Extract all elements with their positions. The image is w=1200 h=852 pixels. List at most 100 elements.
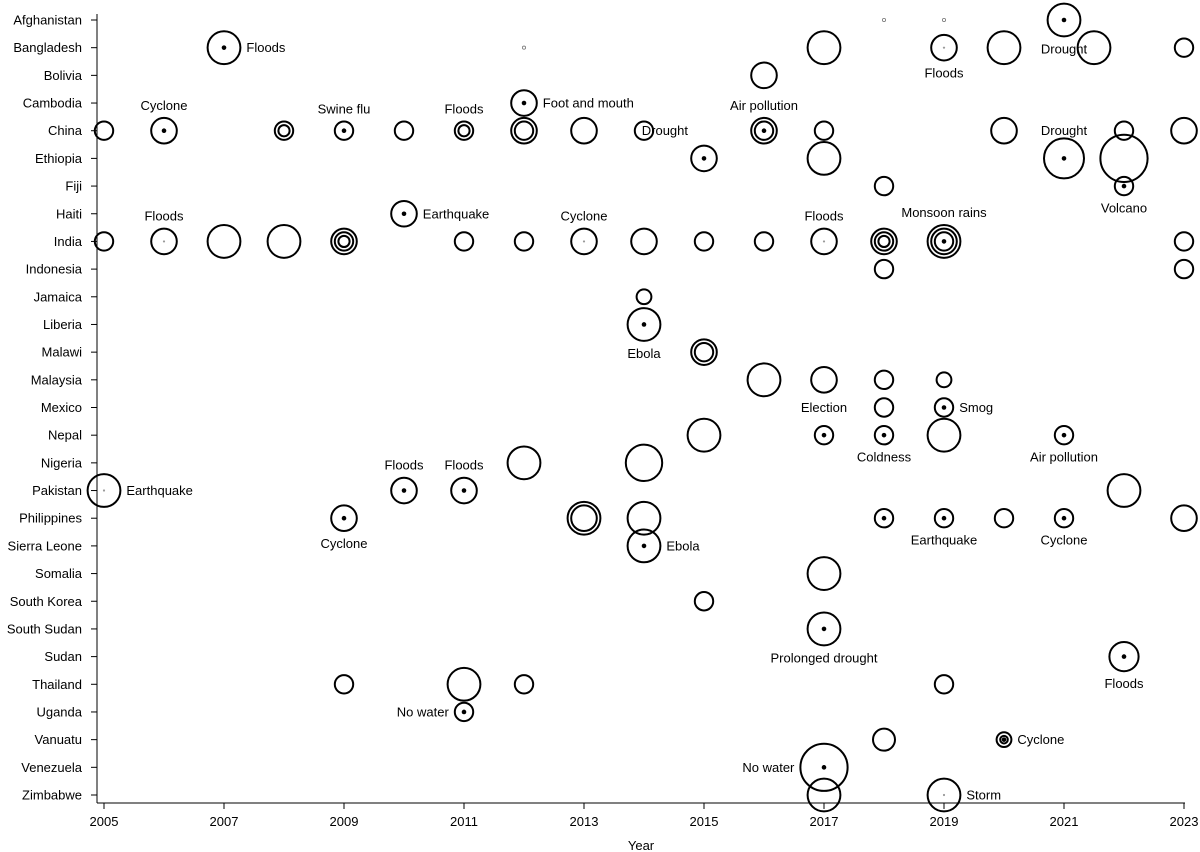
bubble-ring	[1113, 120, 1135, 141]
bubble-ring	[810, 227, 838, 256]
y-tick-label: Nepal	[48, 428, 82, 443]
x-tick-label: 2005	[90, 814, 119, 829]
bubble-ring	[750, 61, 778, 90]
bubble-point	[393, 120, 415, 141]
bubble-point	[806, 140, 842, 176]
bubble-center-dot	[461, 488, 467, 493]
bubble-point	[1113, 175, 1135, 197]
bubble-ring	[686, 417, 722, 453]
annotation-label: Earthquake	[126, 483, 192, 498]
bubble-ring	[1113, 175, 1135, 197]
bubble-ring	[806, 30, 842, 66]
y-tick-label: Bolivia	[44, 68, 83, 83]
bubble-ring	[630, 227, 658, 256]
bubble-ring	[206, 224, 242, 259]
y-tick-label: Malaysia	[31, 372, 83, 387]
bubble-point	[1108, 641, 1140, 673]
bubble-point	[806, 556, 842, 591]
bubble-center-dot	[942, 793, 946, 797]
bubble-point	[624, 443, 664, 483]
bubble-center-dot	[521, 100, 527, 106]
bubble-ring	[1099, 133, 1149, 183]
annotation-label: Foot and mouth	[543, 96, 634, 111]
axes: Afghanistan Bangladesh Bolivia Cambodia Chin…	[7, 13, 1199, 830]
annotation-label: Floods	[804, 209, 844, 224]
bubble-center-dot	[641, 322, 647, 327]
bubble-ring	[753, 231, 775, 252]
y-tick-label: Fiji	[65, 179, 82, 194]
bubble-ring	[1170, 504, 1198, 533]
bubble-ring	[1170, 116, 1198, 145]
bubble-point	[870, 227, 898, 256]
bubble-point	[813, 424, 835, 446]
bubble-ring	[873, 397, 895, 418]
bubble-point	[626, 307, 662, 342]
bubble-ring	[1053, 424, 1075, 446]
bubble-ring	[453, 231, 475, 252]
bubble-ring	[690, 144, 718, 173]
bubble-ring	[926, 777, 962, 813]
bubble-point	[330, 227, 358, 256]
annotation-label: Cyclone	[141, 98, 188, 113]
bubble-ring	[1043, 137, 1085, 180]
bubble-ring	[333, 120, 355, 141]
y-tick-label: Jamaica	[34, 289, 83, 304]
bubble-point	[86, 473, 122, 508]
y-tick-label: Vanuatu	[35, 732, 82, 747]
annotation-label: Floods	[144, 209, 184, 224]
bubble-ring	[750, 116, 778, 145]
bubble-ring	[1046, 2, 1082, 38]
bubble-ring	[870, 227, 898, 256]
bubble-point	[1076, 30, 1112, 66]
bubble-point	[1170, 116, 1198, 145]
bubble-ring	[333, 231, 355, 252]
y-tick-label: Mexico	[41, 400, 82, 415]
bubble-point	[753, 231, 775, 252]
annotation-label: Air pollution	[1030, 449, 1098, 464]
bubble-center-dot	[341, 128, 347, 134]
y-tick-label: Bangladesh	[13, 40, 82, 55]
bubble-center-dot	[162, 240, 166, 243]
bubble-point	[453, 701, 475, 723]
bubble-point	[882, 17, 887, 22]
bubble-point	[806, 777, 842, 813]
bubble-ring	[1173, 231, 1195, 252]
bubble-ring	[330, 504, 358, 533]
bubble-point	[872, 727, 896, 752]
bubble-point	[330, 504, 358, 533]
bubble-point	[1106, 473, 1142, 508]
bubble-ring	[513, 120, 535, 141]
bubble-point	[810, 227, 838, 256]
bubble-ring	[522, 45, 527, 50]
bubble-ring	[457, 124, 471, 138]
bubble-ring	[986, 30, 1022, 66]
bubble-ring	[1106, 473, 1142, 508]
bubble-ring	[806, 140, 842, 176]
annotation-label: Floods	[384, 458, 424, 473]
bubble-ring	[510, 116, 538, 145]
bubble-center-dot	[1001, 737, 1007, 742]
annotation-label: Storm	[966, 788, 1001, 803]
bubble-center-dot	[461, 709, 467, 715]
bubble-point	[446, 666, 482, 702]
bubble-ring	[806, 556, 842, 591]
y-tick-label: Philippines	[19, 511, 82, 526]
bubble-point	[510, 89, 538, 117]
y-tick-label: Indonesia	[26, 262, 83, 277]
bubble-ring	[813, 120, 835, 141]
bubble-ring	[506, 445, 542, 481]
annotation-label: Cyclone	[1041, 532, 1088, 547]
bubble-point	[570, 116, 598, 145]
annotation-label: Drought	[642, 123, 689, 138]
bubble-point	[986, 30, 1022, 66]
bubble-point	[93, 120, 115, 141]
bubble-ring	[1173, 37, 1195, 58]
annotation-label: Cyclone	[561, 209, 608, 224]
bubble-center-dot	[822, 240, 826, 243]
bubble-center-dot	[881, 515, 887, 521]
bubble-ring	[150, 116, 178, 145]
bubble-center-dot	[401, 211, 407, 217]
annotation-label: Prolonged drought	[771, 650, 878, 665]
bubble-ring	[873, 175, 895, 197]
bubble-ring	[570, 227, 598, 256]
